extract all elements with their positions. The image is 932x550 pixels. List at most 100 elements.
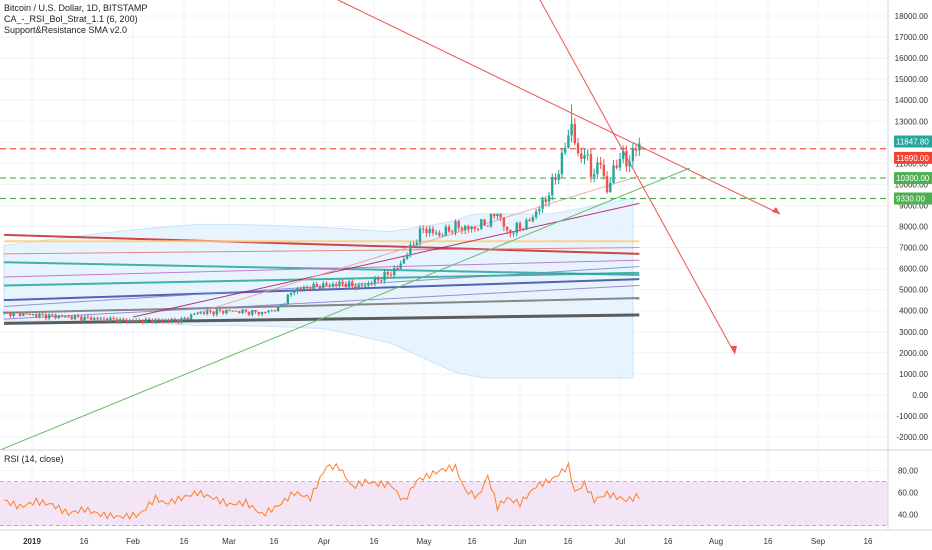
price-label-text: 10300.00 bbox=[896, 174, 930, 183]
candle-body bbox=[580, 153, 583, 159]
candle-body bbox=[528, 219, 531, 222]
candle-body bbox=[235, 310, 238, 312]
x-tick-label: 16 bbox=[864, 537, 873, 546]
candle-body bbox=[135, 320, 138, 322]
candle-body bbox=[422, 228, 425, 230]
candle-body bbox=[534, 211, 538, 218]
candle-body bbox=[515, 222, 518, 233]
candle-body bbox=[557, 174, 560, 180]
candle-body bbox=[376, 278, 380, 281]
candle-body bbox=[38, 313, 41, 317]
x-tick-label: Jun bbox=[514, 537, 527, 546]
candle-body bbox=[551, 177, 554, 196]
candle-body bbox=[99, 318, 102, 320]
candle-body bbox=[167, 320, 170, 322]
candle-body bbox=[18, 312, 22, 317]
candle-body bbox=[589, 154, 593, 177]
indicator-rsi-bol[interactable]: CA_-_RSI_Bol_Strat_1.1 (6, 200) bbox=[4, 14, 138, 24]
candle-body bbox=[264, 311, 267, 313]
candles bbox=[2, 104, 641, 325]
candle-body bbox=[457, 221, 460, 228]
candle-body bbox=[499, 213, 502, 218]
candle-body bbox=[434, 232, 438, 234]
rsi-title[interactable]: RSI (14, close) bbox=[4, 454, 64, 464]
candle-body bbox=[12, 312, 15, 317]
candle-body bbox=[147, 319, 151, 321]
candle-body bbox=[331, 284, 335, 287]
candle-body bbox=[193, 314, 196, 316]
candle-body bbox=[299, 288, 302, 290]
x-tick-label: 16 bbox=[764, 537, 773, 546]
candle-body bbox=[622, 151, 625, 159]
candle-body bbox=[244, 309, 248, 312]
y-tick-label: 18000.00 bbox=[895, 12, 929, 21]
chart-legend: Bitcoin / U.S. Dollar, 1D, BITSTAMP CA_-… bbox=[4, 3, 147, 36]
candle-body bbox=[463, 225, 467, 230]
candle-body bbox=[496, 213, 499, 217]
candle-body bbox=[305, 286, 309, 289]
x-tick-label: 16 bbox=[664, 537, 673, 546]
candle-body bbox=[157, 319, 160, 321]
price-label-box bbox=[894, 192, 932, 205]
candle-body bbox=[86, 316, 90, 318]
candle-body bbox=[67, 316, 70, 318]
candle-body bbox=[93, 318, 96, 320]
support-trendline bbox=[0, 167, 691, 451]
candle-body bbox=[51, 314, 54, 316]
candle-body bbox=[54, 314, 57, 318]
candle-body bbox=[460, 227, 464, 230]
candle-body bbox=[225, 309, 228, 314]
indicator-support-resistance[interactable]: Support&Resistance SMA v2.0 bbox=[4, 25, 128, 35]
candle-body bbox=[170, 319, 173, 322]
candle-body bbox=[412, 244, 415, 246]
candle-body bbox=[522, 229, 525, 231]
candle-body bbox=[638, 143, 641, 151]
y-tick-label: 4000.00 bbox=[899, 307, 928, 316]
sma-line bbox=[3, 313, 640, 325]
price-label-box bbox=[894, 135, 932, 148]
candle-body bbox=[186, 318, 190, 320]
candle-body bbox=[605, 176, 609, 193]
candle-body bbox=[354, 286, 357, 290]
candle-body bbox=[173, 319, 177, 321]
candle-body bbox=[28, 313, 31, 315]
candle-body bbox=[409, 244, 412, 256]
candle-body bbox=[31, 314, 35, 316]
candle-body bbox=[231, 310, 235, 312]
candle-body bbox=[160, 320, 164, 322]
candle-body bbox=[60, 315, 64, 317]
candle-body bbox=[473, 226, 477, 229]
candle-body bbox=[302, 286, 306, 290]
candle-body bbox=[386, 271, 389, 275]
candle-body bbox=[373, 278, 377, 284]
candle-body bbox=[41, 313, 44, 315]
price-label-box bbox=[894, 151, 932, 164]
candle-body bbox=[228, 309, 231, 311]
candle-body bbox=[344, 283, 348, 287]
symbol-title[interactable]: Bitcoin / U.S. Dollar, 1D, BITSTAMP bbox=[4, 3, 148, 13]
candle-body bbox=[144, 319, 148, 324]
sma-line bbox=[3, 297, 640, 314]
y-tick-label: 13000.00 bbox=[895, 117, 929, 126]
horizontal-levels bbox=[0, 148, 888, 200]
price-label-text: 9330.00 bbox=[896, 195, 925, 204]
candle-body bbox=[251, 310, 254, 315]
candle-body bbox=[544, 199, 547, 202]
candle-body bbox=[502, 217, 506, 227]
candle-body bbox=[563, 147, 567, 153]
candle-body bbox=[241, 309, 244, 313]
candle-body bbox=[467, 225, 470, 229]
candle-body bbox=[431, 228, 435, 233]
candle-body bbox=[405, 255, 409, 259]
resistance-trendline-steep bbox=[539, 0, 736, 355]
y-tick-label: 8000.00 bbox=[899, 223, 928, 232]
sma-line bbox=[3, 247, 640, 255]
candle-body bbox=[154, 319, 157, 324]
candle-body bbox=[260, 311, 264, 315]
y-tick-label: 17000.00 bbox=[895, 33, 929, 42]
candle-body bbox=[334, 284, 338, 286]
candle-body bbox=[293, 291, 296, 294]
candle-body bbox=[602, 164, 606, 177]
